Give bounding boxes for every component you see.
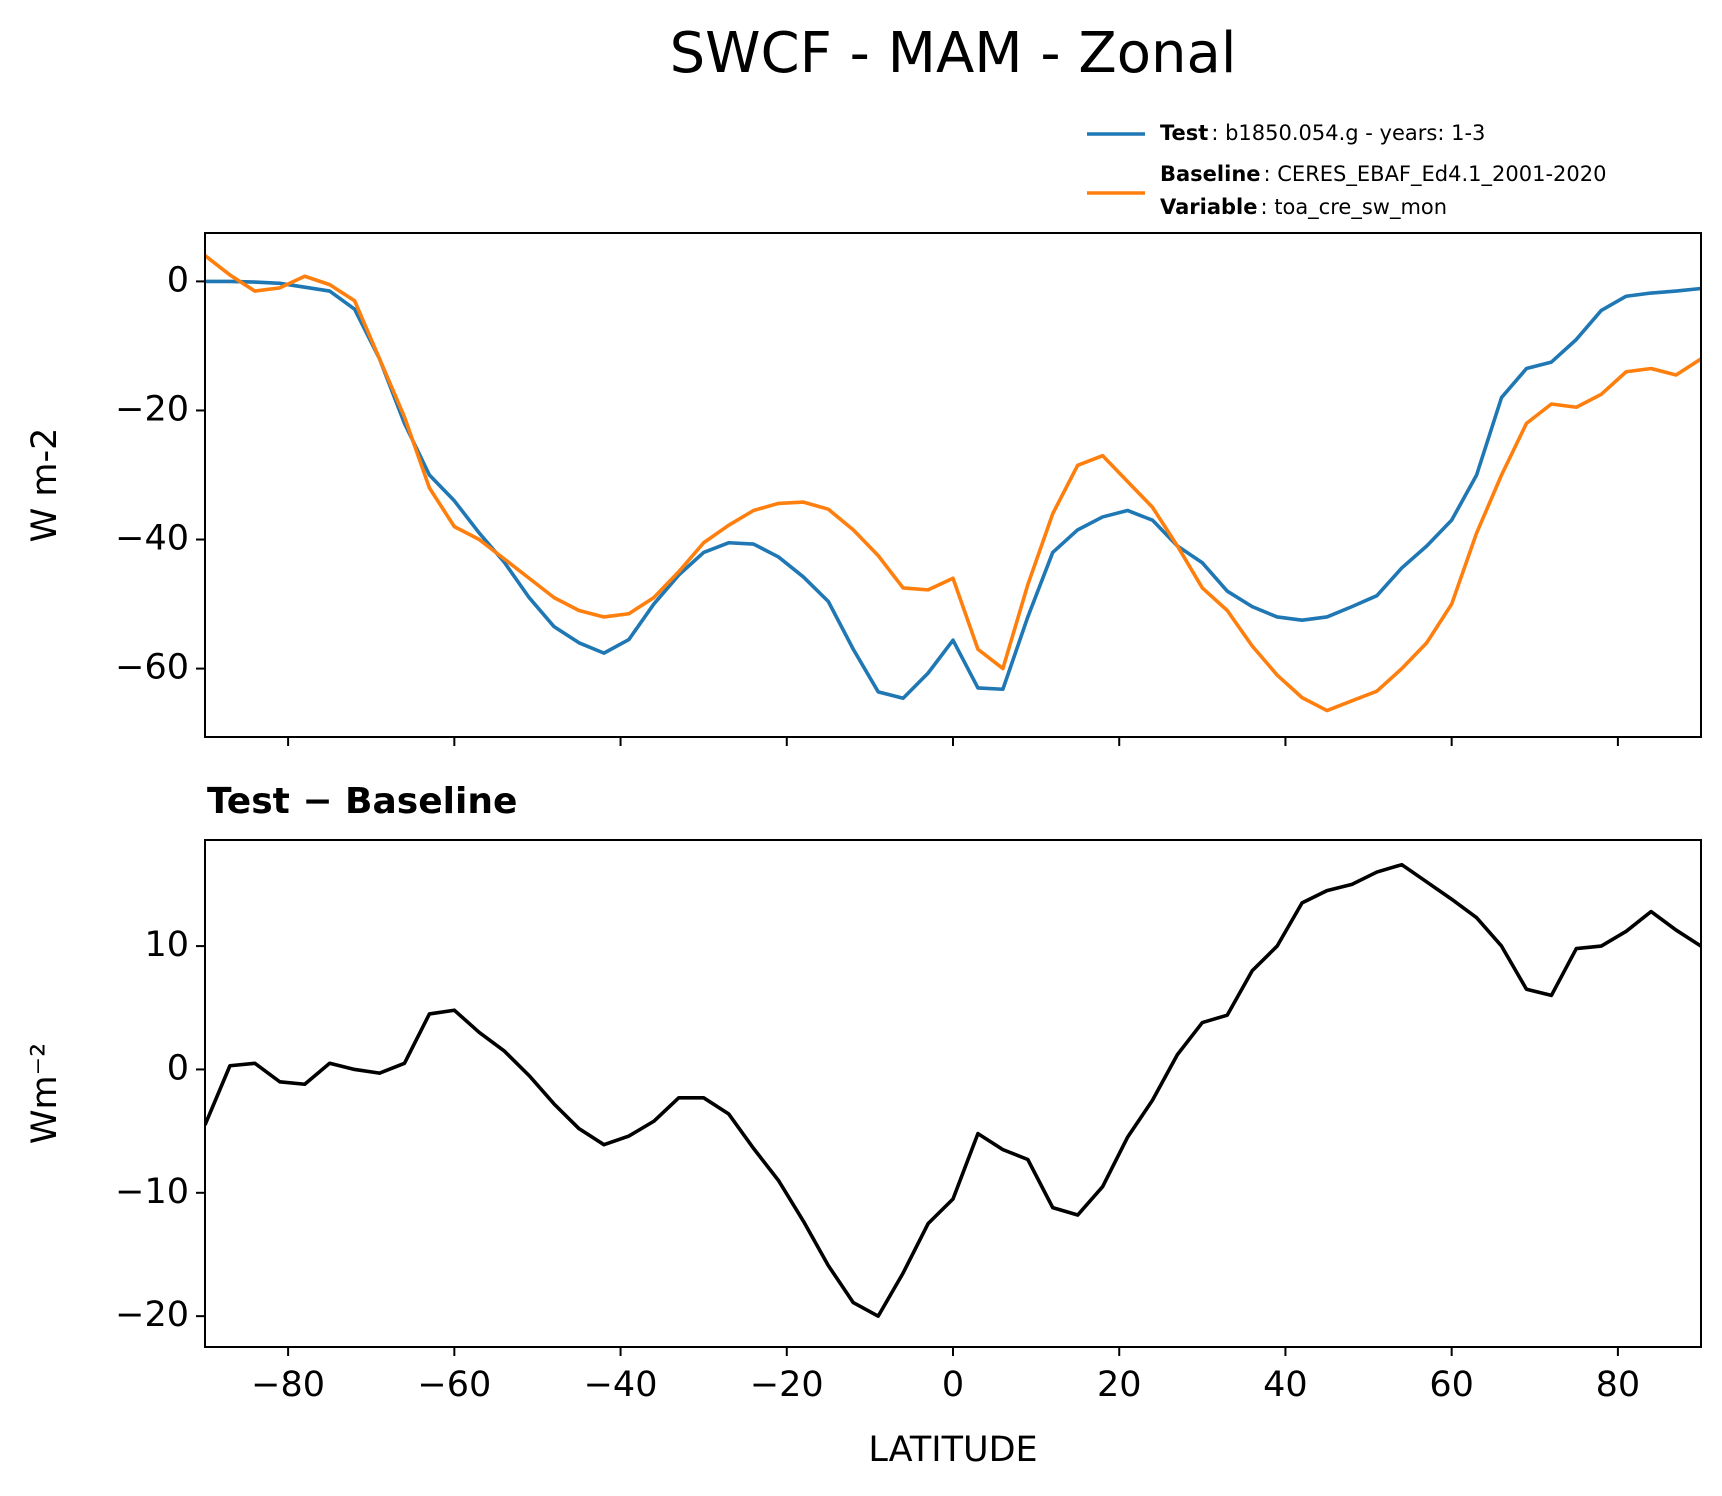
y-tick-label: −20	[115, 1295, 189, 1335]
figure-title: SWCF - MAM - Zonal	[670, 21, 1237, 86]
legend-description: : b1850.054.g - years: 1-3	[1211, 121, 1485, 145]
legend-name: Test	[1160, 121, 1208, 145]
data-line	[205, 279, 1701, 701]
panel-title: Test − Baseline	[207, 781, 517, 822]
y-tick-label: 0	[167, 260, 189, 300]
x-tick-label: −60	[417, 1365, 491, 1405]
legend-note-description: : toa_cre_sw_mon	[1260, 195, 1447, 220]
axes-frame	[204, 232, 1702, 738]
x-axis-label: LATITUDE	[868, 1430, 1037, 1470]
legend-description: : CERES_EBAF_Ed4.1_2001-2020	[1264, 162, 1607, 187]
data-line	[205, 862, 1701, 1318]
y-tick-label: −20	[115, 389, 189, 429]
y-axis-label: Wm⁻²	[25, 1043, 65, 1144]
legend-name: Baseline	[1160, 162, 1261, 186]
y-tick-label: −40	[115, 519, 189, 559]
x-tick-label: 20	[1097, 1365, 1142, 1405]
x-tick-label: −20	[750, 1365, 824, 1405]
y-tick-label: −10	[115, 1172, 189, 1212]
x-tick-label: 80	[1596, 1365, 1641, 1405]
y-tick-label: −60	[115, 648, 189, 688]
y-axis-label: W m-2	[25, 428, 65, 543]
x-tick-label: 40	[1263, 1365, 1308, 1405]
x-tick-label: 60	[1429, 1365, 1474, 1405]
data-line	[205, 254, 1701, 713]
x-tick-label: −40	[584, 1365, 658, 1405]
y-tick-label: 0	[167, 1048, 189, 1088]
legend-note-name: Variable	[1160, 195, 1257, 219]
y-tick-label: 10	[144, 925, 189, 965]
x-tick-label: −80	[251, 1365, 325, 1405]
axes-frame	[204, 839, 1702, 1348]
x-tick-label: 0	[942, 1365, 964, 1405]
